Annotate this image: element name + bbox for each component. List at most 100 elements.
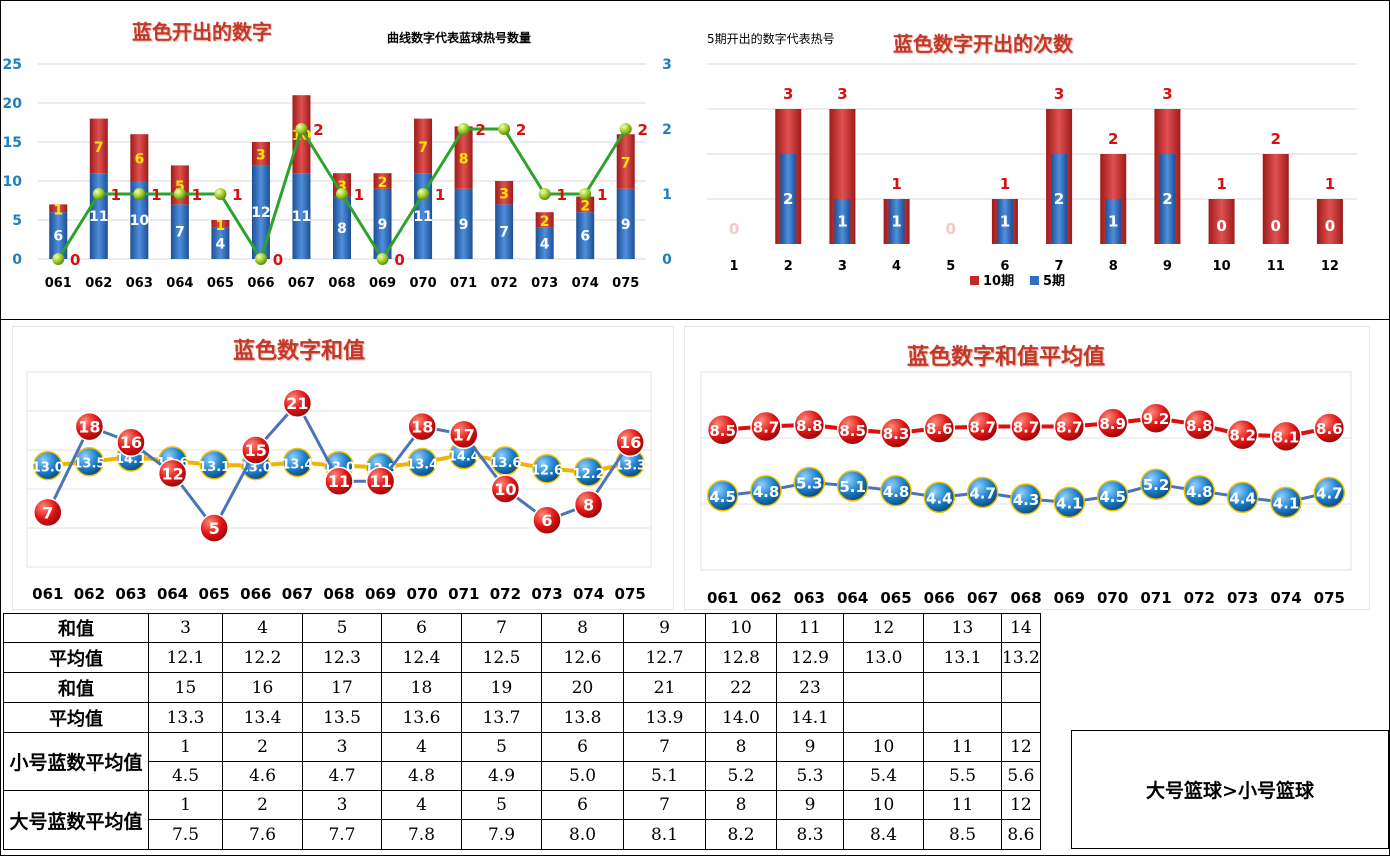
line-point-label: 2 — [475, 121, 485, 139]
table-cell: 13.7 — [461, 702, 542, 733]
table-cell: 11 — [923, 732, 1002, 762]
divider-top — [0, 319, 1390, 320]
x-tick-label: 071 — [1140, 589, 1171, 607]
y-tick-label: 15 — [3, 135, 22, 151]
table-cell — [923, 702, 1002, 733]
table-cell: 12.3 — [302, 642, 382, 673]
table-cell: 5.4 — [843, 761, 924, 791]
panel2-subtitle: 5期开出的数字代表热号 — [707, 32, 835, 46]
series-ball — [33, 497, 63, 528]
bar-5-label: 0 — [1325, 217, 1335, 235]
table-cell: 7.7 — [302, 819, 382, 850]
x-tick-label: 063 — [126, 276, 153, 291]
series-ball — [573, 457, 604, 487]
series-ball-label: 14.4 — [448, 450, 480, 465]
bar-blue-label: 4 — [540, 236, 550, 252]
table-cell — [1001, 702, 1041, 733]
bar-5-label: 2 — [1162, 190, 1172, 208]
table-cell: 4.7 — [302, 761, 382, 791]
series-ball — [966, 476, 999, 509]
x-tick-label: 073 — [531, 276, 558, 291]
table-cell: 8 — [705, 790, 777, 820]
series-ball-label: 17 — [453, 425, 475, 444]
stats-table: 和值 3 4 5 6 7 8 9 10 11 12 13 14 平均值 12.1 12.2 12.3 12.4 12… — [3, 613, 1041, 850]
panel1-subtitle: 曲线数字代表蓝球热号数量 — [387, 31, 532, 45]
chart-blue-numbers: 0510152025012361061117062106063750644106… — [3, 57, 673, 291]
series-ball — [750, 410, 782, 443]
x-tick-label: 062 — [85, 276, 112, 291]
x-tick-label: 061 — [45, 276, 72, 291]
series-ball-label: 4.5 — [1099, 488, 1126, 506]
table-cell: 3 — [148, 613, 223, 643]
line-point — [417, 188, 430, 200]
x-tick-label: 072 — [491, 276, 518, 291]
line-point-label: 1 — [151, 186, 161, 204]
plot-area — [700, 371, 1352, 571]
x-tick-label: 10 — [1213, 259, 1231, 274]
x-tick-label: 8 — [1109, 259, 1118, 274]
line-point-label: 0 — [70, 251, 80, 269]
series-ball — [923, 481, 956, 514]
bar-blue-label: 6 — [53, 229, 63, 245]
x-tick-label: 065 — [199, 585, 230, 603]
table-cell: 13.0 — [843, 642, 924, 673]
panel1-title: 蓝色开出的数字 — [132, 20, 272, 44]
bar-blue — [170, 204, 189, 259]
x-tick-label: 066 — [240, 585, 271, 603]
table-cell — [923, 672, 1002, 703]
series-ball-label: 8.7 — [753, 418, 780, 436]
series-ball — [793, 466, 826, 499]
bar-5 — [1105, 199, 1122, 244]
x-tick-label: 074 — [572, 276, 599, 291]
table-cell: 8.0 — [541, 819, 624, 850]
table-cell: 13 — [923, 613, 1002, 643]
x-tick-label: 064 — [166, 276, 193, 291]
x-tick-label: 071 — [448, 585, 479, 603]
bar-blue — [616, 188, 635, 259]
table-cell: 23 — [776, 672, 844, 703]
bar-5-label: 0 — [1271, 217, 1281, 235]
panel-sum: 蓝色数字和值 13.013.514.113.613.113.013.413.01… — [12, 326, 674, 610]
panel2-title: 蓝色数字开出的次数 — [893, 32, 1073, 56]
table-cell: 5.1 — [623, 761, 706, 791]
bar-blue-label: 10 — [130, 213, 150, 229]
series-ball-label: 18 — [78, 418, 100, 437]
line-point — [133, 188, 146, 200]
bar-blue-label: 11 — [413, 209, 432, 225]
series-ball — [74, 411, 105, 442]
line-point-label: 0 — [394, 251, 404, 269]
x-tick-label: 11 — [1267, 259, 1285, 274]
bar-5 — [996, 199, 1013, 244]
bar-5 — [1159, 154, 1176, 244]
line-point — [254, 253, 267, 265]
bar-5-label: 1 — [1000, 213, 1010, 231]
series-ball-label: 8.6 — [926, 420, 953, 438]
series-ball — [157, 458, 188, 489]
table-cell: 1 — [148, 790, 223, 820]
bar-red-label: 3 — [256, 148, 266, 164]
bar-5-label: 2 — [783, 190, 793, 208]
series-ball-label: 4.1 — [1273, 494, 1300, 512]
series-ball-label: 21 — [286, 394, 308, 413]
bar-red-label: 2 — [540, 214, 550, 230]
series-ball — [1183, 475, 1216, 507]
series-ball-label: 6 — [541, 511, 552, 530]
table-cell: 13.2 — [1001, 642, 1041, 673]
plot-area — [26, 371, 652, 568]
series-ball-label: 9.2 — [1143, 410, 1170, 428]
y2-tick-label: 1 — [662, 187, 672, 203]
series-ball — [1096, 480, 1129, 512]
table-cell: 12 — [843, 613, 924, 643]
bar-5 — [834, 199, 851, 244]
series-ball-label: 13.0 — [32, 461, 64, 476]
table-cell: 4.6 — [222, 761, 303, 791]
series-ball — [1313, 412, 1346, 444]
series-ball — [407, 411, 437, 442]
table-cell: 11 — [776, 613, 844, 643]
table-cell: 8.4 — [843, 819, 924, 850]
series-ball-label: 8.7 — [1013, 418, 1040, 436]
line-point-label: 1 — [556, 186, 566, 204]
bar-blue-label: 11 — [292, 209, 311, 225]
bar-red — [211, 220, 230, 228]
